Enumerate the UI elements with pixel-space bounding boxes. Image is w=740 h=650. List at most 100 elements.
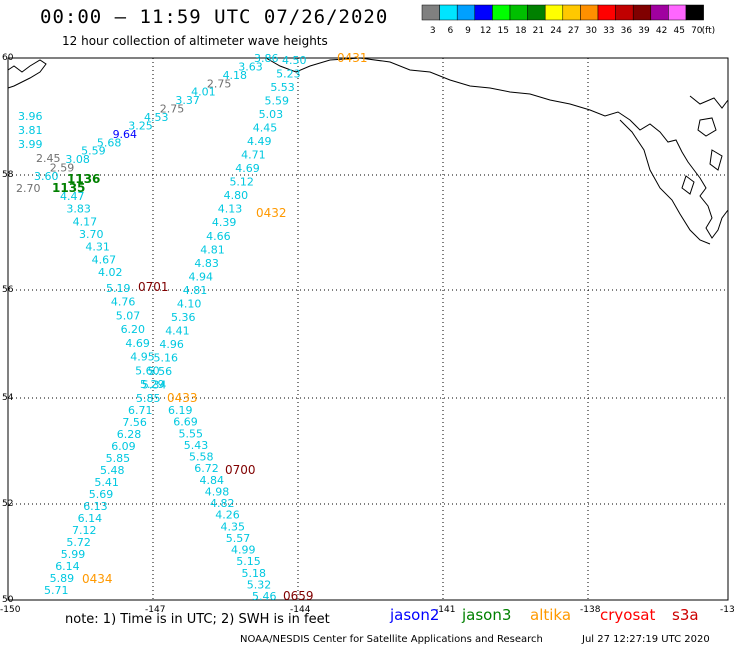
island-outline <box>709 149 723 171</box>
swh-value: 4.80 <box>224 189 249 202</box>
swh-value: 5.68 <box>97 136 122 149</box>
swh-value: 4.81 <box>183 284 208 297</box>
color-legend: 3 6 9 12 15 18 21 24 27 30 33 36 39 42 45 70 (ft) <box>421 4 715 36</box>
swh-value: 4.41 <box>165 324 190 337</box>
swh-value: 5.03 <box>259 108 284 121</box>
swh-value: 4.13 <box>218 203 243 216</box>
map-frame <box>7 57 729 601</box>
mission-cryosat: cryosat <box>600 606 656 624</box>
swh-value: 3.86 <box>254 52 279 65</box>
legend-label: 3 <box>430 26 436 36</box>
latitude-label: 50 <box>2 595 14 605</box>
legend-label: 12 <box>480 26 491 36</box>
legend-label: 15 <box>497 26 508 36</box>
legend-label: 6 <box>448 26 454 36</box>
swh-value: 2.59 <box>50 162 75 175</box>
pass-time-label: 0700 <box>225 463 256 477</box>
longitude-label: -150 <box>0 605 21 615</box>
swh-value: 7.56 <box>122 416 146 429</box>
island-outline <box>681 175 695 195</box>
longitude-label: -13 <box>720 605 735 615</box>
pass-time-label: 0434 <box>82 572 113 586</box>
swh-value: 5.59 <box>264 95 289 108</box>
swh-value: 9.64 <box>113 128 138 141</box>
swh-value: 5.12 <box>229 176 254 189</box>
swh-value: 4.17 <box>73 215 98 228</box>
swh-value: 5.55 <box>179 427 204 440</box>
pass-time-label: 0701 <box>138 280 169 294</box>
swh-value: 7.12 <box>72 524 97 537</box>
coastline <box>689 95 729 109</box>
longitude-label: -147 <box>145 605 165 615</box>
swh-value: 4.69 <box>235 162 260 175</box>
swh-value: 5.29 <box>140 378 165 391</box>
latitude-label: 58 <box>2 170 14 180</box>
coastline <box>7 59 47 89</box>
swh-value: 5.19 <box>106 282 131 295</box>
swh-value: 5.56 <box>148 365 173 378</box>
swh-value: 4.67 <box>92 253 117 266</box>
legend-label: 45 <box>673 26 684 36</box>
swh-value: 5.85 <box>106 452 131 465</box>
coastline <box>265 57 729 239</box>
swh-value: 4.35 <box>221 520 246 533</box>
swh-value: 6.71 <box>128 404 153 417</box>
legend-label: 42 <box>656 26 667 36</box>
swh-value: 3.96 <box>18 110 43 123</box>
swh-value: 5.59 <box>81 145 106 158</box>
swh-value: 6.13 <box>83 500 108 513</box>
swh-value: 6.19 <box>168 404 193 417</box>
legend-label: 18 <box>515 26 527 36</box>
mission-jason2: jason2 <box>390 606 440 624</box>
swh-value: 3.63 <box>238 60 262 73</box>
mission-altika: altika <box>530 606 572 624</box>
swh-value: 3.60 <box>34 170 59 183</box>
legend-label: 30 <box>585 26 597 36</box>
island-outline <box>697 117 717 137</box>
swh-value: 4.96 <box>159 338 184 351</box>
mission-jason3: jason3 <box>462 606 512 624</box>
swh-value: 5.89 <box>50 572 75 585</box>
swh-value: 4.99 <box>231 544 256 557</box>
swh-value: 6.69 <box>173 416 198 429</box>
swh-value: 5.16 <box>154 351 179 364</box>
swh-value: 5.41 <box>94 476 119 489</box>
pass-time-label: 1136 <box>67 172 100 186</box>
swh-value: 5.34 <box>142 378 167 391</box>
footnote: note: 1) Time is in UTC; 2) SWH is in fe… <box>65 612 330 627</box>
swh-value: 6.09 <box>111 440 136 453</box>
swh-value: 4.26 <box>215 509 240 522</box>
pass-time-label: 0433 <box>167 391 198 405</box>
swh-value: 3.83 <box>66 203 91 216</box>
swh-value: 5.36 <box>171 311 196 324</box>
swh-value: 6.72 <box>194 462 219 475</box>
swh-value: 5.07 <box>116 309 141 322</box>
swh-value: 4.83 <box>194 257 219 270</box>
swh-value: 5.23 <box>276 68 301 81</box>
swh-value: 3.37 <box>175 94 200 107</box>
latitude-label: 54 <box>2 393 14 403</box>
longitude-label: -141 <box>435 605 455 615</box>
legend-label: 21 <box>533 26 544 36</box>
pass-time-label: 0659 <box>283 589 314 603</box>
swh-value: 4.47 <box>60 190 85 203</box>
swh-value: 5.15 <box>236 555 261 568</box>
swh-value: 4.66 <box>206 230 231 243</box>
swh-value: 2.70 <box>16 182 41 195</box>
swh-value: 3.08 <box>65 153 90 166</box>
map-title: 00:00 – 11:59 UTC 07/26/2020 <box>40 6 389 28</box>
legend-label: 24 <box>550 26 562 36</box>
latitude-label: 60 <box>2 53 14 63</box>
pass-time-label: 0432 <box>256 206 287 220</box>
latitude-label: 56 <box>2 285 14 295</box>
swh-value: 3.81 <box>18 124 43 137</box>
swh-value: 4.45 <box>253 122 277 135</box>
swh-value: 4.50 <box>282 54 307 67</box>
swh-value: 4.31 <box>85 241 110 254</box>
swh-value: 4.01 <box>191 86 216 99</box>
legend-label: 70 <box>691 26 703 36</box>
swh-value: 5.71 <box>44 584 69 597</box>
swh-value: 4.18 <box>223 69 248 82</box>
